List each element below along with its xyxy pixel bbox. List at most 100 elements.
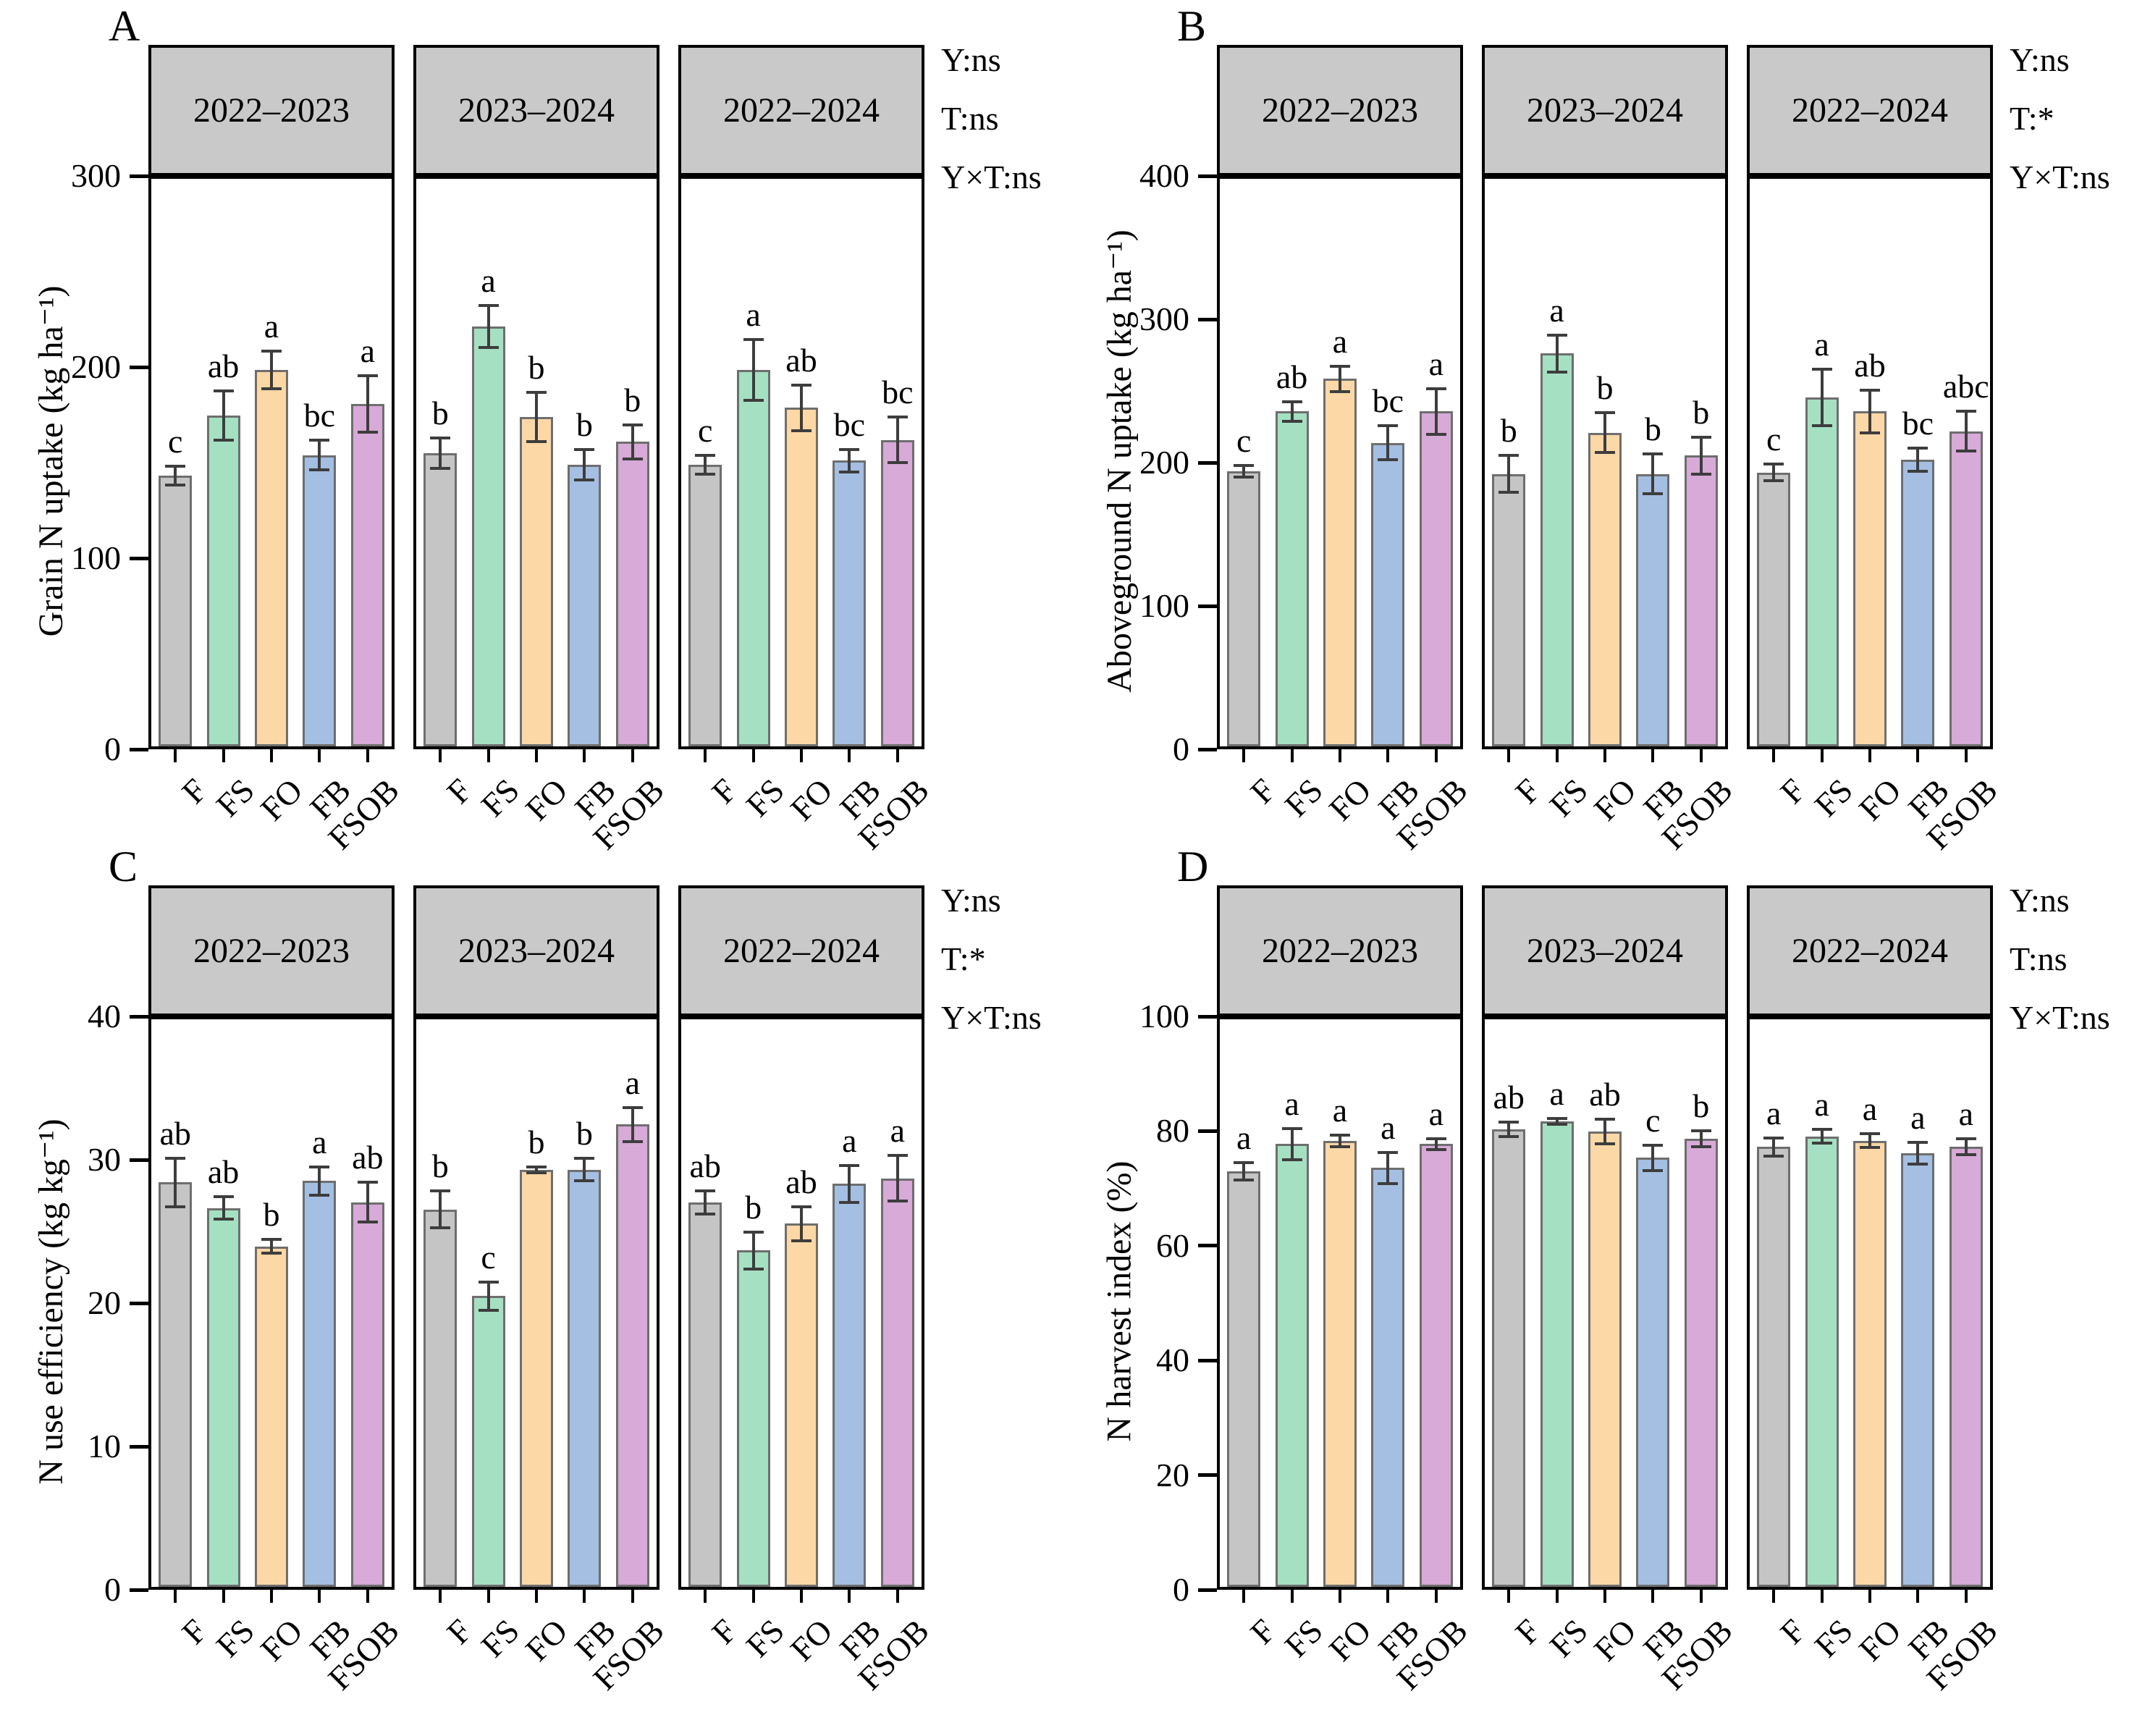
- error-bar-cap-top: [1908, 447, 1929, 450]
- sig-letter: a: [1284, 1085, 1299, 1123]
- error-bar-cap-top: [357, 374, 378, 377]
- error-bar: [1916, 448, 1920, 471]
- error-bar: [222, 1197, 225, 1220]
- error-bar-cap-bottom: [1690, 1145, 1711, 1148]
- error-bar-cap-bottom: [1595, 1142, 1615, 1146]
- error-bar: [270, 350, 273, 389]
- error-bar-cap-top: [165, 1157, 186, 1160]
- sig-letter: a: [1862, 1090, 1878, 1128]
- bar-FS: [1805, 1136, 1839, 1587]
- sig-letter: b: [1644, 410, 1661, 448]
- error-bar-cap-top: [1546, 333, 1567, 337]
- sig-letter: a: [746, 296, 761, 334]
- error-bar: [1339, 1134, 1341, 1147]
- x-tick-mark: [1772, 1590, 1776, 1603]
- bar-FO: [255, 369, 288, 746]
- x-tick-mark: [439, 749, 442, 762]
- error-bar: [631, 424, 634, 459]
- sig-letter: b: [431, 1147, 449, 1185]
- error-bar: [583, 1158, 586, 1181]
- error-bar-cap-top: [839, 1163, 860, 1167]
- sig-letter: a: [264, 307, 279, 345]
- x-tick-label-F: F: [1507, 771, 1547, 811]
- error-bar: [848, 1165, 851, 1202]
- error-bar: [1651, 1145, 1655, 1171]
- sig-letter: c: [697, 411, 713, 449]
- error-bar-cap-top: [695, 453, 716, 457]
- error-bar-cap-top: [1690, 1129, 1711, 1132]
- bar-FO: [255, 1246, 288, 1587]
- x-tick-mark: [1603, 1590, 1606, 1603]
- error-bar-cap-bottom: [1860, 1146, 1880, 1150]
- facet-header: 2023–2024: [1482, 45, 1728, 176]
- significance-annotation: Y×T:ns: [941, 159, 1042, 195]
- y-tick-label: 100: [1139, 587, 1189, 624]
- sig-letter: ab: [689, 1147, 721, 1185]
- facet-plot: c a ab bc bc: [678, 176, 924, 749]
- y-tick-label: 10: [88, 1428, 121, 1465]
- bar-FB: [1901, 1153, 1935, 1587]
- x-tick-mark: [1964, 1590, 1968, 1603]
- bar-FB: [833, 1184, 867, 1587]
- sig-letter: ab: [785, 341, 817, 379]
- sig-letter: b: [745, 1189, 762, 1226]
- error-bar: [486, 306, 490, 347]
- x-tick-mark: [174, 749, 177, 762]
- error-bar-cap-bottom: [165, 484, 186, 487]
- error-bar-cap-bottom: [357, 1221, 378, 1224]
- bar-FB: [568, 1169, 602, 1587]
- x-tick-mark: [895, 1590, 899, 1603]
- sig-letter: b: [528, 1123, 545, 1160]
- facet-header: 2023–2024: [413, 885, 659, 1016]
- error-bar: [174, 1158, 177, 1207]
- sig-letter: a: [1332, 322, 1348, 360]
- bar-FSOB: [1949, 431, 1983, 746]
- error-bar-cap-bottom: [1330, 1145, 1350, 1148]
- error-bar: [848, 449, 851, 473]
- error-bar-cap-top: [478, 304, 499, 308]
- error-bar-cap-bottom: [743, 398, 764, 402]
- x-tick-mark: [1434, 1590, 1438, 1603]
- error-bar-cap-bottom: [1378, 458, 1399, 462]
- y-tick-label: 20: [1156, 1456, 1189, 1493]
- panel-letter: B: [1177, 2, 1207, 50]
- sig-letter: bc: [1372, 382, 1404, 420]
- error-bar: [1434, 1138, 1438, 1150]
- sig-letter: ab: [1276, 358, 1308, 395]
- x-tick-label-F: F: [439, 771, 479, 811]
- error-bar-cap-bottom: [1281, 1158, 1302, 1161]
- sig-letter: c: [481, 1238, 496, 1276]
- facet-header: 2023–2024: [1482, 885, 1728, 1016]
- x-tick-mark: [1339, 749, 1341, 762]
- x-tick-mark: [751, 749, 755, 762]
- x-tick-mark: [535, 1590, 538, 1603]
- error-bar-cap-top: [622, 1105, 643, 1109]
- x-tick-mark: [1507, 749, 1511, 762]
- sig-letter: bc: [1902, 405, 1934, 442]
- error-bar-cap-bottom: [309, 1194, 330, 1197]
- sig-letter: b: [431, 395, 449, 432]
- x-tick-label-FS: FS: [1543, 771, 1596, 824]
- error-bar: [751, 340, 755, 400]
- y-tick-mark: [130, 556, 148, 560]
- error-bar: [1603, 1119, 1606, 1145]
- error-bar: [1964, 1138, 1968, 1155]
- panel-B: B Aboveground N uptake (kg ha⁻¹) 0 100 200 30…: [1068, 0, 2137, 856]
- error-bar-cap-top: [430, 1189, 451, 1193]
- x-tick-mark: [222, 749, 225, 762]
- sig-letter: a: [890, 1112, 905, 1150]
- error-bar-cap-bottom: [791, 1239, 812, 1242]
- error-bar: [1699, 437, 1703, 474]
- sig-letter: b: [528, 349, 545, 387]
- y-tick-mark: [130, 1588, 148, 1592]
- y-tick-label: 0: [1173, 730, 1189, 767]
- x-tick-mark: [1339, 1590, 1341, 1603]
- x-tick-label-F: F: [439, 1611, 479, 1651]
- error-bar-cap-top: [430, 437, 451, 440]
- error-bar: [1386, 426, 1390, 460]
- error-bar-cap-top: [1330, 364, 1350, 368]
- x-tick-label-FS: FS: [1808, 1611, 1860, 1664]
- y-tick-mark: [1198, 1129, 1217, 1133]
